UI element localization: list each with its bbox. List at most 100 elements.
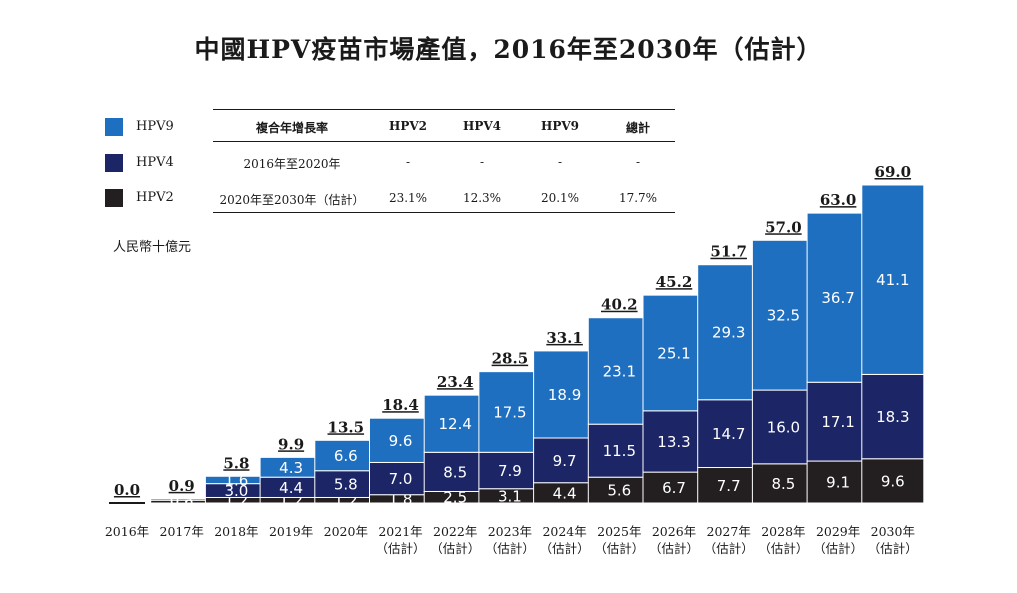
table-cell: 12.3% — [462, 191, 502, 205]
table-cell: 23.1% — [388, 191, 428, 205]
x-tick-label: （估計） — [813, 541, 863, 556]
table-header-rule — [213, 141, 675, 142]
table-header-total: 總計 — [625, 121, 650, 135]
bar-value-label: 0.3 — [170, 491, 194, 509]
x-tick-label: 2028年 — [761, 524, 805, 539]
bar-value-label: 11.5 — [603, 442, 636, 460]
legend-label-hpv2: HPV2 — [136, 190, 174, 205]
table-cell: 20.1% — [540, 191, 580, 205]
bar-segment — [369, 417, 432, 463]
x-tick-label: （估計） — [375, 541, 425, 556]
bar-segment — [861, 184, 925, 375]
bar-value-label: 4.4 — [553, 484, 577, 502]
bar-value-label: 41.1 — [876, 271, 909, 289]
bar-segment — [423, 451, 487, 492]
bar-segment — [806, 381, 870, 462]
bar-segment — [587, 476, 651, 504]
total-value-label: 69.0 — [875, 163, 912, 181]
bar-value-label: 9.7 — [553, 452, 577, 470]
bar-value-label: 9.6 — [881, 472, 905, 490]
bar-segment — [369, 461, 432, 496]
x-tick-label: 2017年 — [160, 524, 204, 539]
bar-value-label: 13.3 — [657, 433, 690, 451]
bar-segment — [861, 373, 925, 460]
bar-segment — [533, 350, 597, 439]
table-header-hpv4: HPV4 — [462, 119, 502, 133]
legend-label-hpv9: HPV9 — [136, 119, 174, 134]
bar-value-label: 12.4 — [438, 415, 471, 433]
x-tick-label: （估計） — [594, 541, 644, 556]
bar-value-label: 5.8 — [334, 476, 358, 494]
bar-value-label: 6.6 — [334, 447, 358, 465]
bar-segment — [642, 294, 706, 412]
x-tick-label: 2026年 — [652, 524, 696, 539]
table-header-hpv9: HPV9 — [540, 119, 580, 133]
table-cell: - — [635, 155, 641, 169]
bar-segment — [587, 317, 651, 425]
bar-value-label: 18.3 — [876, 408, 909, 426]
bar-value-label: 29.3 — [712, 324, 745, 342]
x-tick-label: 2025年 — [597, 524, 641, 539]
bar-segment — [697, 467, 761, 504]
x-tick-label: （估計） — [704, 541, 754, 556]
bar-segment — [423, 394, 487, 453]
table-header-cagr: 複合年增長率 — [255, 121, 328, 135]
x-tick-label: （估計） — [649, 541, 699, 556]
x-tick-label: 2030年 — [871, 524, 915, 539]
bar-segment — [751, 239, 815, 391]
total-value-label: 45.2 — [656, 273, 693, 291]
total-value-label: 28.5 — [492, 350, 529, 368]
bar-value-label: 3.1 — [498, 487, 522, 505]
total-value-label: 13.5 — [328, 418, 365, 436]
total-value-label: 9.9 — [278, 435, 304, 453]
x-tick-label: 2023年 — [488, 524, 532, 539]
bar-value-label: 4.3 — [279, 459, 303, 477]
bar-value-label: 7.9 — [498, 462, 522, 480]
table-row-label: 2016年至2020年 — [243, 157, 341, 171]
bar-value-label: 2.5 — [443, 489, 467, 507]
legend-swatch-hpv9 — [105, 118, 123, 136]
bar-segment — [697, 264, 761, 401]
total-value-label: 18.4 — [382, 396, 419, 414]
bar-value-label: 5.6 — [607, 482, 631, 500]
chart-title: 中國HPV疫苗市場產值，2016年至2030年（估計） — [194, 35, 823, 64]
total-value-label: 51.7 — [710, 243, 747, 261]
bar-value-label: 4.4 — [279, 479, 303, 497]
bar-segment — [751, 463, 815, 504]
table-top-rule — [213, 109, 675, 110]
table-cell: - — [479, 155, 485, 169]
bar-segment — [314, 439, 378, 472]
bar-value-label: 9.6 — [389, 432, 413, 450]
legend-swatch-hpv4 — [105, 154, 123, 172]
x-tick-label: 2029年 — [816, 524, 860, 539]
bar-value-label: 8.5 — [443, 463, 467, 481]
bar-value-label: 3.0 — [224, 482, 248, 500]
unit-label: 人民幣十億元 — [113, 240, 192, 255]
x-tick-label: （估計） — [485, 541, 535, 556]
bar-value-label: 1.6 — [224, 471, 248, 489]
bar-segment — [697, 399, 761, 469]
total-value-label: 63.0 — [820, 191, 857, 209]
bar-segment — [806, 212, 870, 383]
table-cell: - — [557, 155, 563, 169]
total-value-label: 5.8 — [223, 454, 249, 472]
bar-value-label: 25.1 — [657, 344, 690, 362]
bar-value-label: 17.5 — [493, 403, 526, 421]
x-tick-label: 2027年 — [707, 524, 751, 539]
bar-segment — [533, 437, 597, 484]
total-value-label: 57.0 — [765, 218, 802, 236]
total-value-label: 0.9 — [169, 477, 195, 495]
total-value-label: 40.2 — [601, 296, 638, 314]
x-tick-label: 2021年 — [378, 524, 422, 539]
bar-value-label: 14.7 — [712, 425, 745, 443]
bar-value-label: 9.1 — [826, 474, 850, 492]
bar-value-label: 18.9 — [548, 386, 581, 404]
bar-segment — [478, 371, 542, 453]
table-cell: - — [405, 155, 411, 169]
x-tick-label: （估計） — [868, 541, 918, 556]
x-tick-label: （估計） — [430, 541, 480, 556]
bar-value-label: 17.1 — [821, 413, 854, 431]
x-tick-label: 2022年 — [433, 524, 477, 539]
table-cell: 17.7% — [618, 191, 658, 205]
table-bottom-rule — [213, 212, 675, 213]
